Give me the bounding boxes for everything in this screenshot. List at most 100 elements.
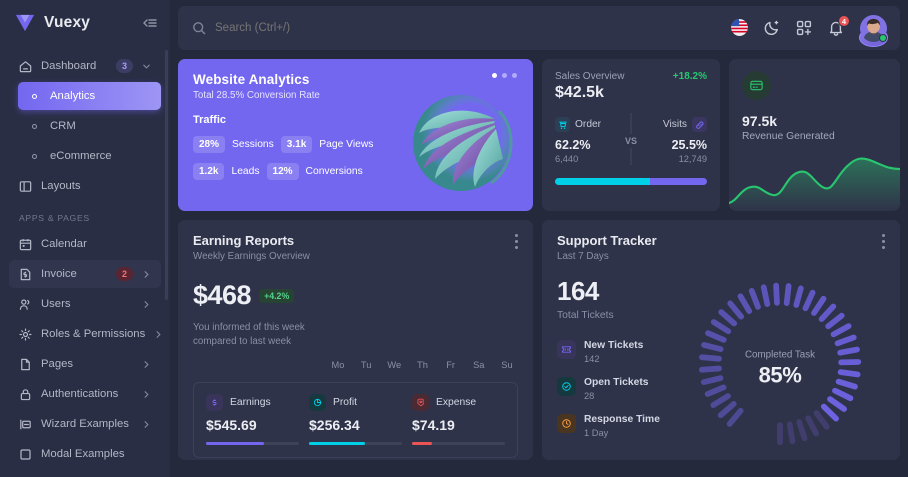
sidebar-item-label: Layouts <box>41 180 81 192</box>
sidebar-item-label: Wizard Examples <box>41 418 129 430</box>
stat-label: Conversions <box>305 166 363 177</box>
sales-overview-card: Sales Overview +18.2% $42.5k Order 62.2% <box>542 59 720 211</box>
collapse-left-icon[interactable] <box>142 15 158 31</box>
expense-progress-track <box>412 442 505 445</box>
sidebar-item-wizard-examples[interactable]: Wizard Examples <box>9 410 161 438</box>
sidebar-item-label: Analytics <box>50 90 96 102</box>
revenue-label: Revenue Generated <box>742 131 835 142</box>
list-item-title: Response Time <box>584 414 660 425</box>
kebab-menu-icon[interactable] <box>515 234 519 252</box>
profit-head: Profit <box>309 394 402 411</box>
search-area[interactable] <box>191 20 731 36</box>
flag-graphic <box>731 19 748 36</box>
chevron-right-icon <box>141 359 152 370</box>
sidebar-item-pages[interactable]: Pages <box>9 350 161 378</box>
bell-icon[interactable]: 4 <box>827 15 850 37</box>
bar-label: Sa <box>473 360 485 370</box>
earning-stat-earnings: Earnings $545.69 <box>206 394 299 445</box>
sidebar-item-ecommerce[interactable]: eCommerce <box>18 142 161 170</box>
kebab-menu-icon[interactable] <box>882 234 886 252</box>
earning-amount-row: $468 +4.2% <box>193 280 321 311</box>
link-icon <box>692 117 708 132</box>
sidebar-badge-invoice: 2 <box>115 267 133 281</box>
expense-head: Expense <box>412 394 505 411</box>
ticket-icon <box>557 340 576 359</box>
card-subtitle: Weekly Earnings Overview <box>193 251 310 262</box>
sidebar-item-modal-examples[interactable]: Modal Examples <box>9 440 161 468</box>
profit-progress-track <box>309 442 402 445</box>
expense-label: Expense <box>436 397 477 408</box>
bar-label: Mo <box>331 360 345 370</box>
us-flag-icon[interactable] <box>731 19 749 37</box>
sales-overview-header: Sales Overview +18.2% <box>555 71 707 82</box>
total-tickets-value: 164 <box>557 276 599 306</box>
list-item-value: 1 Day <box>584 428 609 438</box>
carousel-dots[interactable] <box>492 73 517 78</box>
support-tracker-body: 164 Total Tickets New Tickets 142 <box>557 276 885 448</box>
moon-icon[interactable] <box>763 19 781 37</box>
navbar-actions: 4 <box>731 14 888 47</box>
sidebar-item-label: Dashboard <box>41 60 97 72</box>
stat-value: 12% <box>266 163 299 180</box>
bar-column: Su <box>496 354 518 370</box>
sidebar-nav: Dashboard 3 Analytics CRM eCommerce <box>0 46 170 477</box>
bar-label: Tu <box>360 360 372 370</box>
avatar[interactable] <box>859 14 888 47</box>
stat-value: 28% <box>193 136 226 153</box>
sidebar-item-crm[interactable]: CRM <box>18 112 161 140</box>
list-item: Open Tickets 28 <box>557 372 675 401</box>
list-item-text: New Tickets 142 <box>584 335 643 364</box>
earning-delta: +4.2% <box>259 288 295 303</box>
sidebar-item-label: Calendar <box>41 238 87 250</box>
order-percent: 62.2% <box>555 138 591 152</box>
invoice-icon <box>18 267 33 282</box>
bar-label: Fr <box>446 360 456 370</box>
sidebar-item-dashboard[interactable]: Dashboard 3 <box>9 52 161 80</box>
sidebar-item-roles-permissions[interactable]: Roles & Permissions <box>9 320 161 348</box>
sidebar-item-authentications[interactable]: Authentications <box>9 380 161 408</box>
sidebar-scrollbar[interactable] <box>165 50 168 300</box>
carousel-dot[interactable] <box>492 73 497 78</box>
brand[interactable]: Vuexy <box>0 0 170 46</box>
search-icon <box>191 20 207 36</box>
list-item-text: Response Time 1 Day <box>584 409 660 438</box>
cart-icon <box>555 117 570 132</box>
earning-stat-profit: Profit $256.34 <box>309 394 402 445</box>
carousel-dot[interactable] <box>502 73 507 78</box>
bar-label: Th <box>417 360 428 370</box>
earning-reports-header: Earning Reports Weekly Earnings Overview <box>193 233 518 262</box>
page-icon <box>18 357 33 372</box>
chevron-down-icon <box>141 61 152 72</box>
carousel-dot[interactable] <box>512 73 517 78</box>
sales-compare-row: Order 62.2% 6,440 VS Visits 25.5 <box>555 113 708 165</box>
gauge-center-text: Completed Task 85% <box>745 349 815 388</box>
list-item-title: Open Tickets <box>584 377 649 388</box>
grid-plus-icon[interactable] <box>795 19 813 37</box>
page-title: Website Analytics <box>193 72 310 87</box>
wizard-icon <box>18 417 33 432</box>
stat-value: 3.1k <box>280 136 313 153</box>
sidebar-item-analytics[interactable]: Analytics <box>18 82 161 110</box>
brand-name: Vuexy <box>44 14 91 31</box>
circle-dot-icon <box>27 123 42 129</box>
bar-column: Tu <box>355 354 377 370</box>
profit-value: $256.34 <box>309 417 360 433</box>
traffic-stats-row-2: 1.2k Leads 12% Conversions <box>193 163 518 180</box>
bar-chart-bars: Mo Tu We Th <box>327 272 518 370</box>
visits-head: Visits <box>637 117 708 132</box>
profit-progress-fill <box>309 442 365 445</box>
stat-label: Sessions <box>232 139 274 150</box>
earning-bar-chart: Mo Tu We Th <box>321 272 518 370</box>
list-item-title: New Tickets <box>584 340 644 351</box>
sidebar-item-users[interactable]: Users <box>9 290 161 318</box>
search-input[interactable] <box>215 22 455 34</box>
main-content: 4 <box>170 0 908 477</box>
sidebar-item-layouts[interactable]: Layouts <box>9 172 161 200</box>
sidebar-item-calendar[interactable]: Calendar <box>9 230 161 258</box>
visits-percent: 25.5% <box>671 138 708 152</box>
chevron-right-icon <box>141 269 152 280</box>
sidebar-item-invoice[interactable]: Invoice 2 <box>9 260 161 288</box>
support-summary: 164 Total Tickets New Tickets 142 <box>557 276 675 448</box>
dashboard-row-2: Earning Reports Weekly Earnings Overview… <box>178 220 900 460</box>
order-stat: Order 62.2% 6,440 <box>555 117 625 164</box>
